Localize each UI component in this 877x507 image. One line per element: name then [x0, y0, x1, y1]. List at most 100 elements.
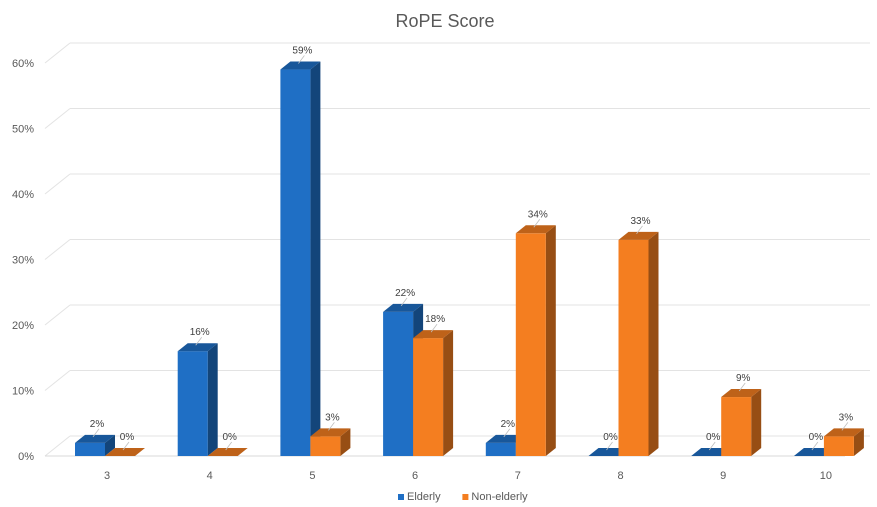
- bar-front: [413, 338, 444, 456]
- bar-front: [618, 239, 649, 456]
- bar-top: [207, 448, 248, 456]
- bar-elderly-5: [280, 61, 321, 457]
- data-label-leader: [298, 55, 305, 64]
- bar-top: [75, 434, 115, 443]
- data-label: 59%: [292, 46, 312, 57]
- data-label-leader: [738, 382, 746, 392]
- bar-top: [515, 225, 556, 234]
- legend: Elderly Non-elderly: [398, 491, 528, 503]
- bar-top: [177, 343, 218, 352]
- data-label: 16%: [190, 327, 210, 338]
- bar-non-elderly-7: [515, 225, 556, 456]
- data-label-leader: [430, 323, 438, 333]
- y-tick-label: 0%: [18, 451, 34, 463]
- x-tick-label: 5: [309, 470, 315, 482]
- legend-label: Elderly: [407, 491, 441, 503]
- bars: [75, 61, 864, 457]
- x-tick-label: 10: [820, 470, 832, 482]
- data-label: 0%: [809, 432, 824, 443]
- legend-item-elderly: Elderly: [398, 491, 441, 503]
- bar-front: [75, 442, 105, 456]
- data-label-leader: [92, 428, 100, 438]
- bar-front: [721, 397, 752, 456]
- bar-front: [280, 69, 311, 457]
- data-label-leader: [636, 225, 643, 235]
- data-label: 22%: [395, 288, 415, 299]
- gridline-depth: [44, 304, 71, 326]
- y-axis: 0% 10% 20% 30% 40% 50% 60%: [12, 58, 34, 463]
- bar-non-elderly-6: [413, 330, 454, 456]
- y-tick-label: 10%: [12, 386, 34, 398]
- data-label: 0%: [120, 432, 135, 443]
- data-label-leader: [533, 219, 541, 228]
- bar-top: [105, 448, 145, 456]
- data-label-leader: [503, 428, 511, 438]
- gridline-depth: [44, 42, 71, 64]
- y-tick-label: 60%: [12, 58, 34, 70]
- data-label-leader: [606, 441, 613, 451]
- bar-non-elderly-10: [823, 428, 864, 456]
- bar-elderly-3: [75, 434, 115, 456]
- x-tick-label: 4: [207, 470, 213, 482]
- legend-swatch: [398, 494, 404, 500]
- bar-side: [310, 61, 321, 457]
- bar-side: [207, 343, 218, 456]
- data-label: 3%: [839, 412, 854, 423]
- x-tick-label: 3: [104, 470, 110, 482]
- bar-side: [545, 225, 556, 456]
- bar-front: [485, 442, 516, 456]
- data-labels: 2% 0% 16% 0% 59% 3% 22% 18% 2% 34% 0% 33% 0% 9% 0% 3%: [90, 46, 854, 451]
- x-axis: 3 4 5 6 7 8 9 10: [104, 470, 832, 482]
- x-tick-label: 9: [720, 470, 726, 482]
- bar-side: [340, 428, 351, 456]
- bar-side: [853, 428, 864, 456]
- data-label: 0%: [222, 432, 237, 443]
- data-label-leader: [328, 422, 335, 431]
- data-label-leader: [811, 441, 819, 451]
- data-label: 18%: [425, 314, 445, 325]
- bar-non-elderly-8: [618, 231, 659, 456]
- chart-title: RoPE Score: [395, 11, 494, 31]
- bar-top: [823, 428, 864, 437]
- bar-top: [383, 303, 424, 312]
- y-tick-label: 50%: [12, 124, 34, 136]
- data-label: 2%: [90, 419, 105, 430]
- bar-side: [443, 330, 454, 456]
- y-tick-label: 30%: [12, 255, 34, 267]
- bar-front: [310, 436, 341, 456]
- bar-non-elderly-9: [721, 389, 762, 456]
- legend-item-non-elderly: Non-elderly: [462, 491, 528, 503]
- x-tick-label: 7: [515, 470, 521, 482]
- bar-top: [310, 428, 351, 437]
- y-tick-label: 20%: [12, 320, 34, 332]
- bar-side: [648, 231, 659, 456]
- data-label-leader: [122, 441, 130, 451]
- bar-side: [105, 434, 115, 456]
- data-label: 33%: [630, 216, 650, 227]
- bar-front: [177, 351, 208, 456]
- bar-front: [383, 311, 414, 456]
- y-tick-label: 40%: [12, 189, 34, 201]
- data-label: 3%: [325, 412, 340, 423]
- data-label-leader: [225, 441, 233, 451]
- data-label-leader: [195, 336, 203, 346]
- gridline-depth: [44, 435, 71, 457]
- data-label: 0%: [706, 432, 721, 443]
- bar-non-elderly-5: [310, 428, 351, 456]
- data-label-leader: [400, 297, 408, 307]
- bar-front: [515, 233, 546, 456]
- legend-label: Non-elderly: [471, 491, 528, 503]
- data-label-leader: [708, 441, 716, 451]
- x-tick-label: 6: [412, 470, 418, 482]
- data-label: 9%: [736, 373, 751, 384]
- bar-side: [751, 389, 762, 456]
- x-tick-label: 8: [617, 470, 623, 482]
- bar-top: [721, 389, 762, 398]
- data-label-leader: [841, 422, 849, 431]
- bar-top: [618, 231, 659, 240]
- bar-top: [280, 61, 321, 70]
- bar-top: [413, 330, 454, 339]
- gridline-depth: [44, 239, 71, 260]
- legend-swatch: [462, 494, 469, 500]
